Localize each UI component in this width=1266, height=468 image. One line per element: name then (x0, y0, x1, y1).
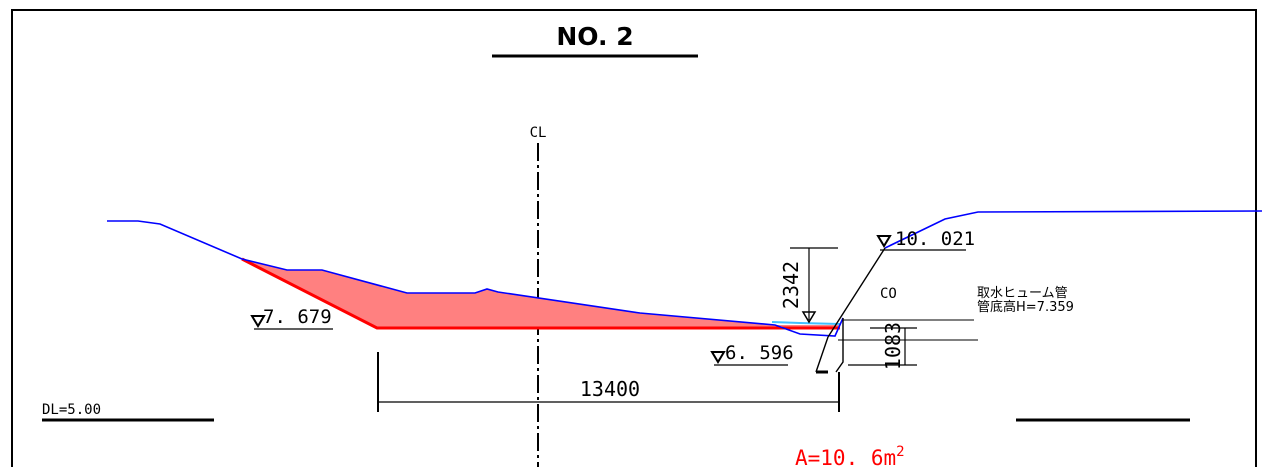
dimension-vertical-upper-value: 2342 (779, 261, 803, 309)
dimension-horizontal-value: 13400 (580, 377, 640, 401)
area-label: A=10. 6m2 (795, 444, 905, 468)
elevation-right-top-value: 10. 021 (895, 228, 975, 250)
elevation-triangle-icon (710, 351, 726, 364)
elevation-triangle-icon (250, 315, 266, 328)
dimension-horizontal: 13400 (377, 352, 840, 412)
area-unit-superscript: 2 (896, 444, 904, 460)
wall-slope-line (827, 247, 886, 338)
elevation-right-top: 10. 021 (876, 228, 975, 251)
wall-toe-line (815, 336, 829, 373)
dimension-vertical-lower: 1083 (848, 322, 917, 370)
area-value: A=10. 6m (795, 446, 896, 468)
datum-label: DL=5.00 (42, 402, 101, 418)
water-line (771, 321, 841, 325)
dimension-vertical-lower-value: 1083 (881, 322, 905, 370)
centerline-label: CL (530, 125, 547, 141)
elevation-bottom-value: 6. 596 (725, 342, 794, 364)
elevation-bottom: 6. 596 (710, 342, 794, 366)
pipe-note-line1: 取水ヒューム管 (977, 286, 1068, 301)
excavation-area (242, 259, 840, 328)
ground-profile-left (107, 220, 844, 337)
water-level-icon (801, 311, 817, 324)
elevation-triangle-icon (876, 235, 892, 248)
section-title: NO. 2 (556, 22, 633, 51)
pipe-note-line2: 管底高H=7.359 (977, 299, 1074, 315)
drawing-frame (11, 9, 1257, 467)
excavation-boundary (241, 257, 840, 330)
dimension-vertical-upper: 2342 (779, 247, 838, 324)
ground-profile-right (884, 210, 1263, 249)
wall-back-line (835, 318, 844, 373)
elevation-left-value: 7. 679 (263, 306, 332, 328)
material-label: CO (880, 286, 897, 302)
elevation-left: 7. 679 (250, 306, 333, 330)
